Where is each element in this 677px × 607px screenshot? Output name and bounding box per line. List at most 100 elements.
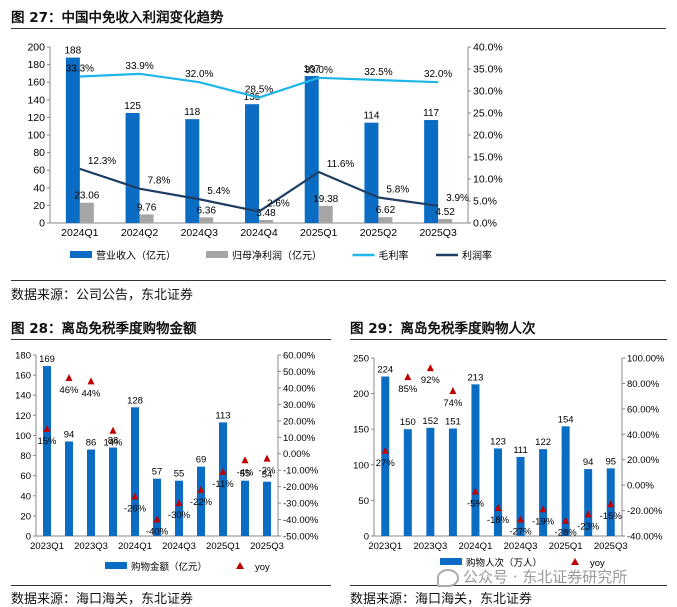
fig29-chart: 0 50 100 150 200 250 -40.00% -20.00% 0.00% 20.00%… bbox=[353, 354, 665, 570]
fig29-bar-primary bbox=[516, 456, 525, 536]
fig27-xtick-label: 2025Q1 bbox=[300, 227, 338, 239]
fig27-bar-primary bbox=[125, 113, 140, 223]
fig28-source: 数据来源：海口海关，东北证券 bbox=[11, 592, 194, 607]
fig29-bar-primary bbox=[471, 384, 480, 536]
fig29-yoy-label: -27% bbox=[509, 526, 532, 537]
fig29-bar-value-label: 154 bbox=[558, 414, 574, 425]
fig28-bar-primary bbox=[241, 480, 249, 536]
fig27-line-label: 5.8% bbox=[386, 184, 409, 195]
fig27-bar-secondary bbox=[259, 219, 273, 223]
fig28-bar-primary bbox=[197, 466, 205, 536]
fig29-yoy-label: 85% bbox=[398, 384, 418, 395]
fig28-ytick-left-label: 0 bbox=[26, 532, 31, 543]
fig29-bar-primary bbox=[584, 469, 593, 536]
fig28-ytick-left-label: 20 bbox=[20, 511, 31, 522]
fig28-bar-value-label: 69 bbox=[196, 455, 207, 466]
fig27-ytick-right-label: 10.0% bbox=[473, 174, 503, 186]
fig29-bar-primary bbox=[426, 427, 435, 536]
fig29-yoy-label: -15% bbox=[600, 511, 623, 522]
fig28-legend-swatch bbox=[236, 562, 244, 569]
fig27-ytick-right-label: 15.0% bbox=[473, 152, 503, 164]
fig29-yoy-marker bbox=[426, 364, 434, 372]
fig28-yoy-marker bbox=[131, 492, 139, 500]
fig28-yoy-label: 14% bbox=[103, 438, 123, 449]
fig29-bar-value-label: 122 bbox=[535, 437, 551, 448]
fig28-yoy-label: -22% bbox=[190, 497, 213, 508]
fig29-yoy-marker bbox=[584, 510, 592, 518]
fig29-ytick-right-label: 100.00% bbox=[627, 354, 665, 365]
fig29-ytick-left-label: 0 bbox=[364, 532, 369, 543]
fig29-legend-swatch bbox=[571, 558, 579, 565]
fig28-ytick-right-label: 10.00% bbox=[283, 433, 316, 444]
fig29-xtick-label: 2023Q1 bbox=[368, 541, 402, 552]
fig28-bar-primary bbox=[87, 449, 95, 536]
fig29-yoy-label: -23% bbox=[577, 521, 600, 532]
fig27-ytick-right-label: 35.0% bbox=[473, 64, 503, 76]
fig28-ytick-right-label: -40.00% bbox=[283, 515, 319, 526]
fig27-bar-value-label: 125 bbox=[124, 101, 141, 112]
fig28-ytick-left-label: 180 bbox=[15, 351, 31, 362]
fig28-yoy-marker bbox=[153, 515, 161, 523]
fig28-bar-primary bbox=[175, 480, 183, 536]
fig27-ytick-left-label: 60 bbox=[33, 165, 45, 177]
fig28-yoy-label: -40% bbox=[146, 527, 169, 538]
fig27-chart: 0 20 40 60 80 100 120 140 160 180 200 0.0% 5.0% 10.0%… bbox=[27, 42, 503, 263]
fig29-legend-label: yoy bbox=[590, 558, 605, 569]
fig27-xtick-label: 2024Q3 bbox=[181, 227, 219, 239]
fig27-ytick-left-label: 160 bbox=[27, 77, 45, 89]
fig27-legend-label: 营业收入（亿元） bbox=[96, 249, 176, 262]
fig27-source-rule bbox=[11, 280, 666, 281]
fig28-yoy-label: 15% bbox=[37, 436, 57, 447]
fig28-bar-primary bbox=[219, 422, 227, 536]
fig28-ytick-left-label: 60 bbox=[20, 471, 31, 482]
fig27-xtick-label: 2025Q2 bbox=[360, 227, 398, 239]
fig28-ytick-right-label: 40.00% bbox=[283, 383, 316, 394]
fig28-yoy-label: -11% bbox=[212, 479, 234, 490]
fig29-yoy-marker bbox=[494, 504, 502, 512]
fig28-xtick-label: 2023Q3 bbox=[74, 541, 108, 552]
fig28-yoy-marker bbox=[109, 426, 117, 434]
fig28-bar-value-label: 128 bbox=[127, 395, 143, 406]
fig28-title: 图 28：离岛免税季度购物金额 bbox=[11, 321, 197, 337]
fig27-ytick-right-label: 20.0% bbox=[473, 130, 503, 142]
fig27-ytick-left-label: 0 bbox=[39, 218, 45, 230]
fig29-bar-primary bbox=[539, 449, 548, 536]
fig27-bar-value-label: 6.36 bbox=[197, 205, 217, 216]
fig27-bar-secondary bbox=[318, 205, 333, 223]
fig29-ytick-left-label: 200 bbox=[353, 389, 369, 400]
fig29-ytick-left-label: 50 bbox=[358, 496, 369, 507]
fig28-xtick-label: 2025Q3 bbox=[250, 541, 284, 552]
fig28-ytick-left-label: 40 bbox=[20, 491, 31, 502]
fig27-line-label: 33.9% bbox=[125, 61, 153, 72]
fig27-bar-value-label: 19.38 bbox=[313, 194, 338, 205]
fig27-bar-value-label: 6.62 bbox=[376, 205, 396, 216]
fig28-ytick-right-label: 50.00% bbox=[283, 367, 316, 378]
fig27-legend-swatch bbox=[70, 251, 92, 258]
fig27-bar-value-label: 135 bbox=[244, 92, 261, 103]
fig28-ytick-right-label: -30.00% bbox=[283, 499, 319, 510]
fig29-xtick-label: 2023Q3 bbox=[413, 541, 447, 552]
fig28-bar-value-label: 169 bbox=[39, 354, 55, 365]
fig27-bar-secondary bbox=[438, 219, 453, 223]
fig28-ytick-right-label: 60.00% bbox=[283, 351, 316, 362]
fig27-line-label: 5.4% bbox=[207, 186, 230, 197]
fig29-ytick-right-label: 60.00% bbox=[627, 404, 660, 415]
fig28-legend-swatch bbox=[105, 562, 127, 569]
fig27-line-label: 32.0% bbox=[185, 69, 213, 80]
fig27-legend-label: 毛利率 bbox=[379, 249, 409, 262]
fig29-yoy-marker bbox=[539, 505, 547, 513]
fig29-source: 数据来源：海口海关，东北证券 bbox=[350, 592, 533, 607]
fig29-yoy-label: -28% bbox=[555, 528, 578, 539]
fig27-line-label: 12.3% bbox=[88, 156, 116, 167]
fig29-bar-value-label: 152 bbox=[422, 416, 438, 427]
fig27-xtick-label: 2024Q4 bbox=[240, 227, 278, 239]
fig27-title: 图 27：中国中免收入利润变化趋势 bbox=[11, 10, 224, 26]
fig29-ytick-right-label: 80.00% bbox=[627, 379, 660, 390]
fig27-line-gross-margin bbox=[79, 72, 439, 99]
fig29-bar-primary bbox=[448, 428, 457, 536]
fig28-xtick-label: 2024Q3 bbox=[162, 541, 196, 552]
fig27-title-rule bbox=[11, 28, 666, 29]
fig29-bar-value-label: 95 bbox=[605, 456, 616, 467]
fig29-title: 图 29：离岛免税季度购物人次 bbox=[350, 321, 536, 337]
fig29-xtick-label: 2025Q1 bbox=[549, 541, 583, 552]
